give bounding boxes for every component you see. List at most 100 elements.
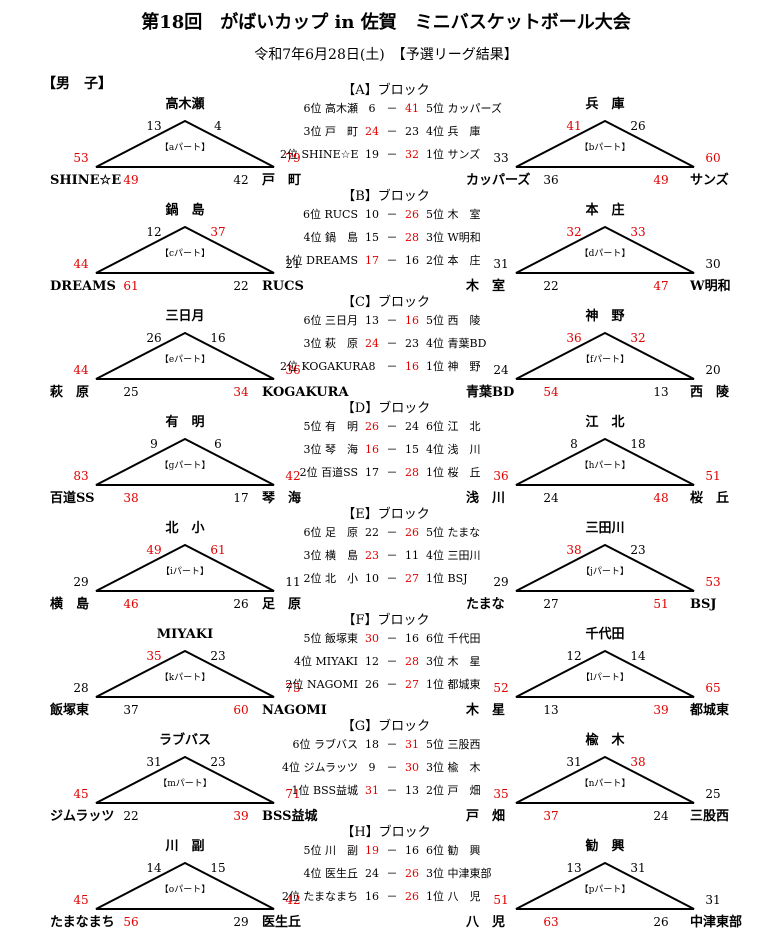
part-triangle-left [95,861,275,910]
result-left-team: 3位 戸 町 [303,125,359,138]
score-side-right: 60 [705,151,721,165]
result-left-team: 4位 MIYAKI [293,655,358,668]
score-top-right: 31 [630,861,646,875]
result-dash: － [386,890,398,903]
score-bottom-right: 26 [233,597,249,611]
score-side-left: 45 [73,787,89,801]
result-score-right: 28 [405,655,419,668]
result-dash: － [386,231,398,244]
result-score-left: 24 [365,337,379,350]
result-right-team: 5位 カッパーズ [426,102,502,115]
score-top-right: 32 [630,331,646,345]
team-bottom-left: DREAMS [50,279,116,294]
team-bottom-right: W明和 [690,279,731,294]
result-dash: － [386,761,398,774]
part-triangle-right [515,119,695,168]
team-top: MIYAKI [156,627,214,642]
result-dash: － [386,632,398,645]
score-side-left: 35 [493,787,509,801]
score-bottom-right: 17 [233,491,249,505]
score-top-right: 14 [630,649,646,663]
score-side-left: 53 [73,151,89,165]
team-bottom-right: 桜 丘 [690,491,730,506]
score-top-left: 35 [146,649,162,663]
result-left-team: 5位 有 明 [303,420,359,433]
result-right-team: 2位 本 庄 [426,254,481,267]
score-side-left: 45 [73,893,89,907]
result-row: 6位 足 原 22 － 26 5位 たまな [280,525,500,541]
page-subtitle: 令和7年6月28日(土) 【予選リーグ結果】 [254,47,518,63]
result-row: 2位 KOGAKURA 8 － 16 1位 神 野 [280,359,500,375]
result-score-right: 26 [405,208,419,221]
gender-label: 【男 子】 [42,76,112,92]
team-bottom-left: 戸 畑 [466,809,506,824]
team-top: 本 庄 [585,203,625,218]
score-top-left: 49 [146,543,162,557]
result-score-left: 24 [365,867,379,880]
result-score-left: 31 [365,784,379,797]
score-side-left: 83 [73,469,89,483]
block-header: 【G】ブロック [341,719,431,734]
result-right-team: 1位 都城東 [426,678,481,691]
part-label: 【dパート】 [579,249,631,259]
result-score-right: 16 [405,254,419,267]
score-side-right: 51 [705,469,721,483]
result-left-team: 4位 鍋 島 [303,231,359,244]
result-score-right: 16 [405,314,419,327]
part-label: 【fパート】 [580,355,630,365]
score-top-left: 13 [146,119,162,133]
score-top-left: 12 [146,225,162,239]
score-top-left: 12 [566,649,582,663]
part-triangle-right [515,437,695,486]
result-row: 6位 三日月 13 － 16 5位 西 陵 [280,313,500,329]
result-right-team: 3位 木 星 [426,655,481,668]
team-bottom-right: 琴 海 [262,491,302,506]
score-bottom-right: 51 [653,597,669,611]
team-bottom-left: 百道SS [50,491,95,506]
block-header: 【D】ブロック [341,401,431,416]
result-left-team: 5位 川 副 [303,844,359,857]
result-dash: － [386,360,398,373]
team-top: 高木瀬 [165,97,205,112]
score-top-left: 31 [566,755,582,769]
result-dash: － [386,102,398,115]
score-bottom-left: 49 [123,173,139,187]
result-score-left: 22 [365,526,379,539]
result-score-right: 23 [405,337,419,350]
result-row: 2位 北 小 10 － 27 1位 BSJ [280,571,500,587]
block-results: 6位 ラブバス 18 － 31 5位 三股西 4位 ジムラッツ 9 － 30 3位 楡 木 1位 B… [280,737,500,801]
result-dash: － [386,466,398,479]
result-score-right: 13 [405,784,419,797]
team-bottom-right: NAGOMI [262,703,327,718]
result-row: 4位 鍋 島 15 － 28 3位 W明和 [280,230,500,246]
result-dash: － [386,314,398,327]
score-top-left: 13 [566,861,582,875]
score-bottom-right: 26 [653,915,669,929]
score-top-left: 41 [566,119,582,133]
page-title: 第18回 がばいカップ in 佐賀 ミニバスケットボール大会 [141,12,631,33]
result-dash: － [386,125,398,138]
result-left-team: 6位 三日月 [303,314,359,327]
team-top: 三田川 [585,521,625,536]
result-dash: － [386,443,398,456]
score-side-right: 65 [705,681,721,695]
team-top: 川 副 [165,839,205,854]
score-side-right: 79 [285,151,301,165]
part-triangle-right [515,543,695,592]
part-label: 【jパート】 [581,567,629,577]
score-top-right: 38 [630,755,646,769]
result-left-team: 6位 足 原 [303,526,359,539]
result-left-team: 1位 DREAMS [284,254,358,267]
team-bottom-right: 都城東 [690,703,730,718]
score-side-left: 28 [73,681,89,695]
result-dash: － [386,526,398,539]
part-label: 【aパート】 [159,143,211,153]
part-triangle-left [95,755,275,804]
team-bottom-left: たまな [466,597,505,612]
score-side-left: 29 [73,575,89,589]
result-dash: － [386,678,398,691]
result-dash: － [386,420,398,433]
result-row: 1位 BSS益城 31 － 13 2位 戸 畑 [280,783,500,799]
result-row: 6位 高木瀬 6 － 41 5位 カッパーズ [280,101,502,117]
score-top-right: 6 [214,437,222,451]
